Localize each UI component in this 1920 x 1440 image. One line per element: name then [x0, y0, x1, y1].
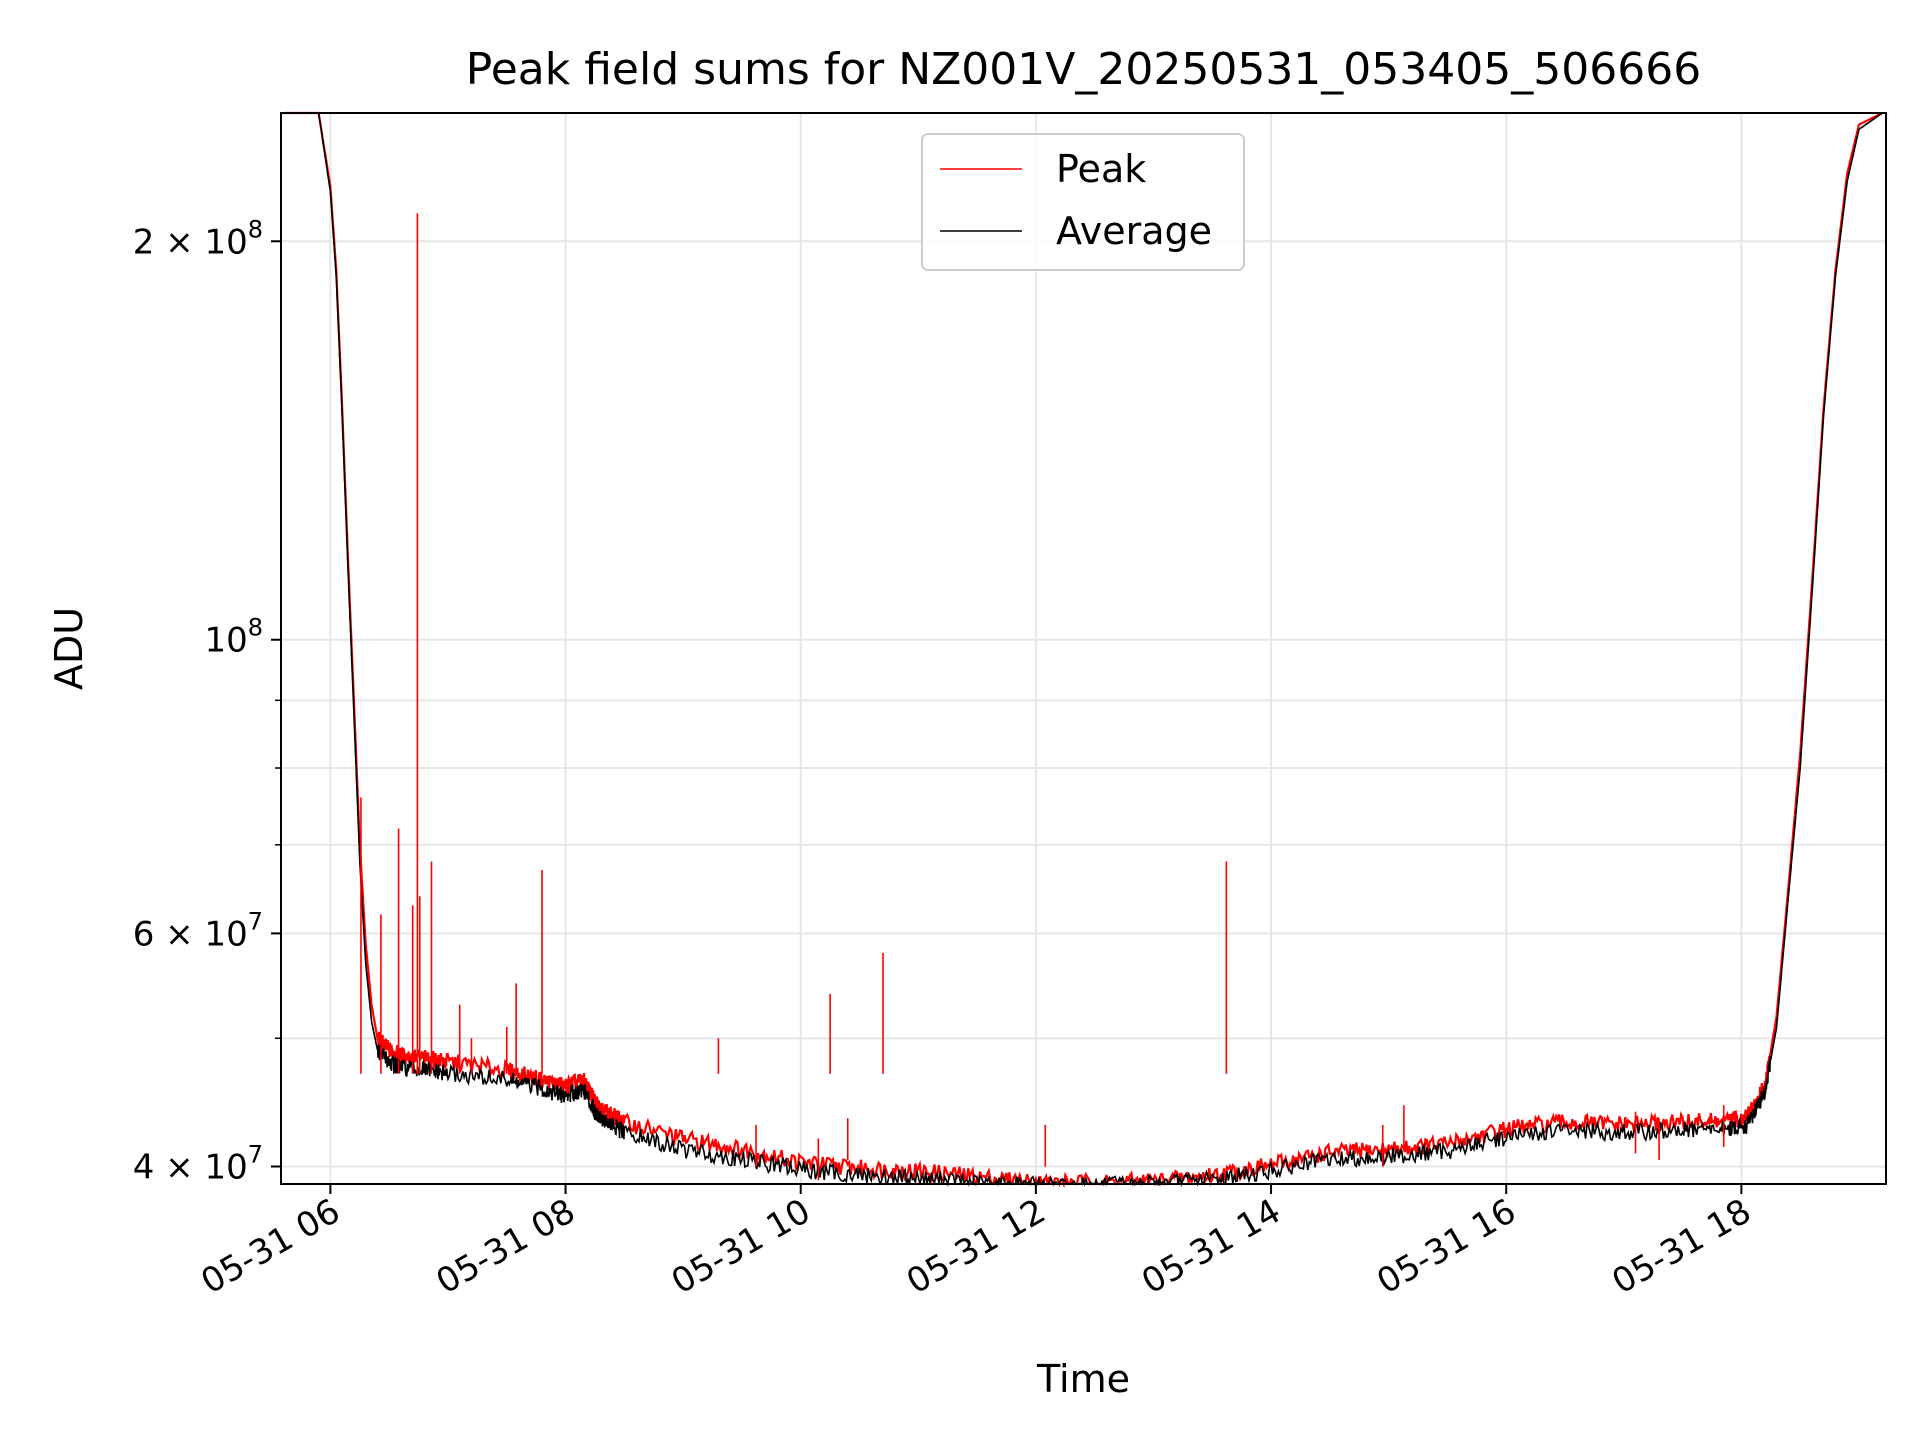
x-axis-label: Time [1036, 1357, 1130, 1401]
y-tick-label: 6 × 107 [133, 907, 263, 954]
plot-area [283, 111, 1883, 1188]
legend: Peak Average [921, 133, 1245, 271]
plot-frame [280, 112, 1887, 1185]
y-tick-label: 2 × 108 [133, 215, 263, 262]
legend-label-average: Average [1056, 209, 1212, 253]
chart-title: Peak field sums for NZ001V_20250531_0534… [466, 44, 1701, 95]
legend-label-peak: Peak [1056, 147, 1146, 191]
y-axis-label: ADU [47, 607, 91, 690]
series-line-average [283, 112, 1883, 1188]
y-tick-label: 4 × 107 [133, 1140, 263, 1187]
y-tick-label: 108 [204, 614, 263, 661]
legend-box [921, 133, 1245, 271]
